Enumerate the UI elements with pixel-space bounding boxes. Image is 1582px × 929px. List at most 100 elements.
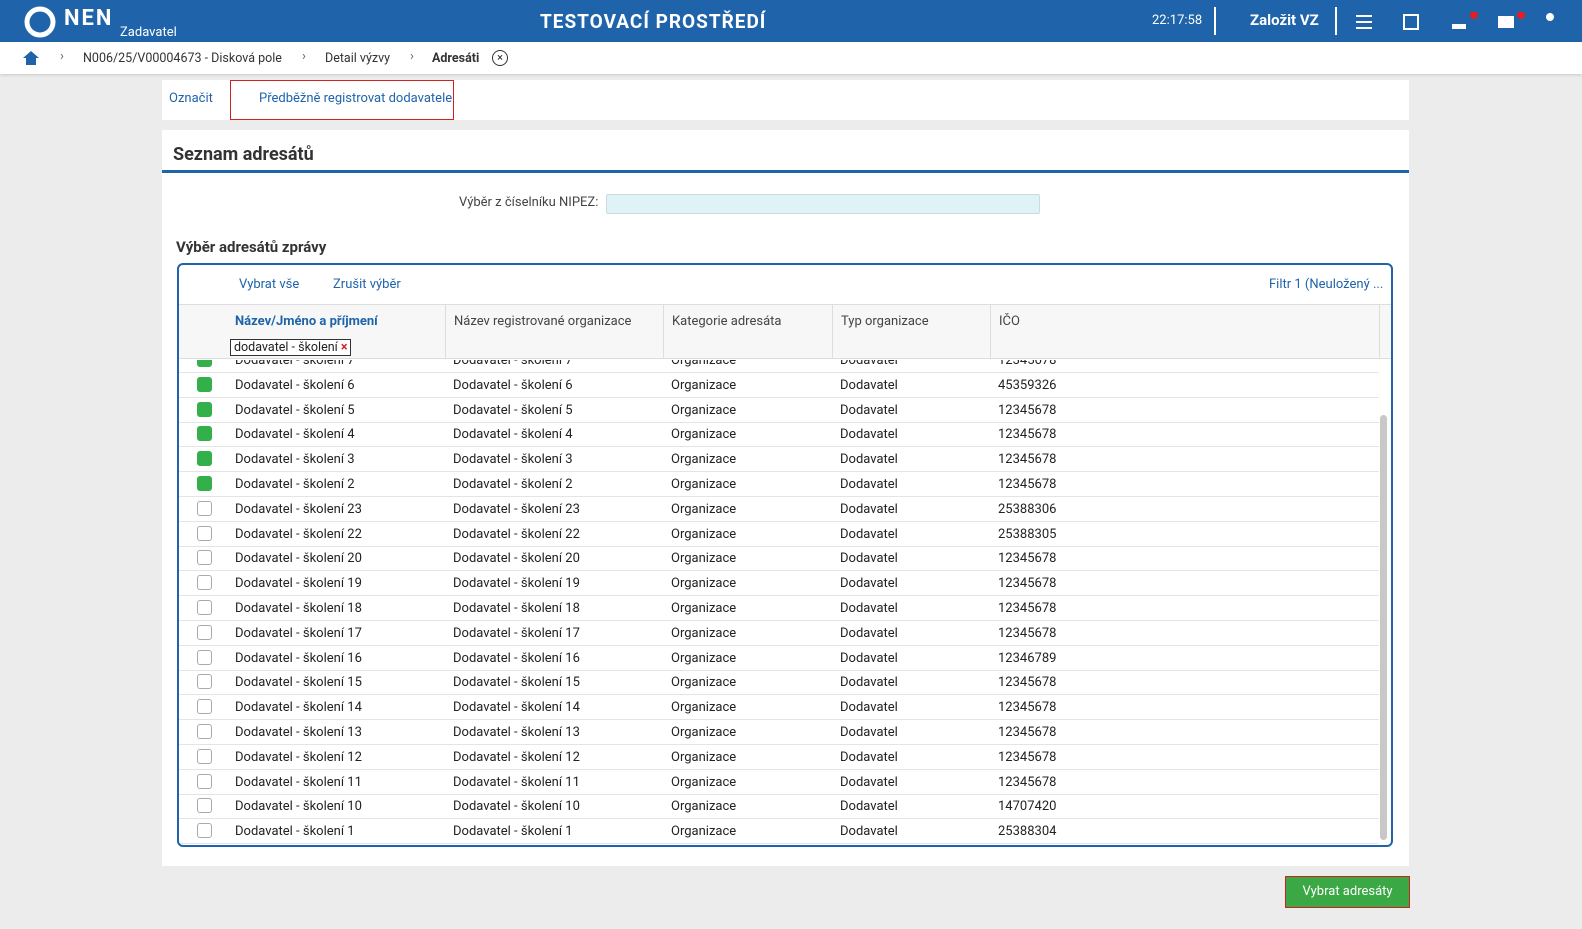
checkbox[interactable] [197,376,212,392]
grid-row[interactable]: Dodavatel - školení 16 Dodavatel - školen… [179,646,1379,671]
column-header[interactable]: Kategorie adresáta [672,314,782,329]
grid-row[interactable]: Dodavatel - školení 18 Dodavatel - školen… [179,596,1379,621]
grid-row[interactable]: Dodavatel - školení 1 Dodavatel - školení… [179,819,1379,845]
grid-row[interactable]: Dodavatel - školení 15 Dodavatel - školen… [179,670,1379,696]
register-button[interactable]: Předběžně registrovat dodavatele [259,91,453,106]
breadcrumb-item[interactable]: N006/25/V00004673 - Disková pole [83,51,282,66]
checkbox[interactable] [197,426,212,442]
column-header[interactable]: Typ organizace [841,314,929,329]
checkbox[interactable] [197,823,212,839]
cell-category: Organizace [671,601,737,616]
grid-row[interactable]: Dodavatel - školení 3 Dodavatel - školení… [179,447,1379,473]
grid-row[interactable]: Dodavatel - školení 7 Dodavatel - školení… [179,360,1379,373]
nipez-label: Výběr z číselníku NIPEZ: [459,195,599,210]
cell-ico: 12345678 [998,675,1057,691]
cell-name: Dodavatel - školení 17 [235,625,362,641]
checkbox[interactable] [197,575,212,591]
cell-ico: 12345678 [998,360,1057,368]
close-icon[interactable]: × [492,50,508,66]
mark-menu[interactable]: Označit [169,91,213,106]
cell-name: Dodavatel - školení 23 [235,501,362,517]
cell-type: Dodavatel [840,700,898,716]
filter-chip[interactable]: dodavatel - školení × [230,339,352,356]
checkbox[interactable] [197,600,212,615]
grid-row[interactable]: Dodavatel - školení 4 Dodavatel - školení… [179,422,1379,448]
cell-name: Dodavatel - školení 15 [235,675,362,691]
checkbox[interactable] [197,773,212,789]
grid-header: Název/Jméno a příjmení Název registrovan… [179,304,1391,359]
grid-row[interactable]: Dodavatel - školení 10 Dodavatel - školen… [179,794,1379,820]
checkbox[interactable] [197,674,212,690]
filter-value: dodavatel - školení [234,340,338,355]
cell-category: Organizace [671,650,737,666]
cell-category: Organizace [671,675,737,691]
grid-row[interactable]: Dodavatel - školení 6 Dodavatel - školení… [179,373,1379,398]
cell-ico: 12345678 [998,625,1057,641]
cell-category: Organizace [671,377,737,393]
submit-button[interactable]: Vybrat adresáty [1285,876,1410,908]
grid-row[interactable]: Dodavatel - školení 19 Dodavatel - školen… [179,571,1379,597]
cell-ico: 25388306 [998,501,1057,517]
column-separator [832,305,833,359]
checkbox[interactable] [197,451,212,467]
checkbox[interactable] [197,360,212,367]
grid-row[interactable]: Dodavatel - školení 14 Dodavatel - školen… [179,695,1379,721]
environment: TESTOVACÍ PROSTŘEDÍ [540,10,767,33]
breadcrumb-item[interactable]: Detail výzvy [325,51,391,66]
checkbox[interactable] [197,550,212,566]
cell-type: Dodavatel [840,477,898,492]
cell-org: Dodavatel - školení 22 [453,526,580,542]
filter[interactable]: Filtr 1 (Neuložený ... [1269,277,1384,292]
column-separator [663,305,664,359]
cell-org: Dodavatel - školení 11 [453,774,580,790]
logo-icon [24,6,56,38]
grid-row[interactable]: Dodavatel - školení 11 Dodavatel - školen… [179,770,1379,795]
checkbox[interactable] [197,699,212,715]
grid-row[interactable]: Dodavatel - školení 22 Dodavatel - školen… [179,522,1379,547]
checkbox[interactable] [197,525,212,541]
cell-name: Dodavatel - školení 11 [235,774,362,790]
grid-row[interactable]: Dodavatel - školení 13 Dodavatel - školen… [179,720,1379,745]
grid-row[interactable]: Dodavatel - školení 23 Dodavatel - školen… [179,497,1379,522]
cell-ico: 12345678 [998,402,1057,418]
checkbox[interactable] [197,624,212,640]
checkbox[interactable] [197,748,212,764]
cell-name: Dodavatel - školení 7 [235,360,355,368]
cell-name: Dodavatel - školení 20 [235,551,362,567]
checkbox[interactable] [197,649,212,665]
checkbox[interactable] [197,798,212,814]
home-icon[interactable] [22,50,40,66]
grid-row[interactable]: Dodavatel - školení 17 Dodavatel - školen… [179,621,1379,646]
grid-row[interactable]: Dodavatel - školení 20 Dodavatel - školen… [179,546,1379,572]
header-icons[interactable] [1354,12,1554,32]
deselect[interactable]: Zrušit výběr [333,277,401,292]
select-all[interactable]: Vybrat vše [239,277,300,292]
checkbox[interactable] [197,500,212,516]
divider [1335,7,1337,35]
checkbox[interactable] [197,724,212,739]
grid-row[interactable]: Dodavatel - školení 12 Dodavatel - školen… [179,745,1379,770]
nipez-input[interactable] [606,194,1040,214]
grid-row[interactable]: Dodavatel - školení 5 Dodavatel - školení… [179,398,1379,423]
column-header[interactable]: IČO [999,314,1020,329]
cell-name: Dodavatel - školení 5 [235,402,355,418]
scrollbar[interactable] [1380,415,1387,840]
remove-filter[interactable]: × [340,340,348,355]
clock: 22:17:58 [1152,13,1203,28]
cell-org: Dodavatel - školení 6 [453,377,573,393]
divider [1214,7,1216,35]
cell-type: Dodavatel [840,774,898,790]
create-button[interactable]: Založit VZ [1250,11,1319,29]
grid-row[interactable]: Dodavatel - školení 2 Dodavatel - školení… [179,472,1379,497]
column-header[interactable]: Název/Jméno a příjmení [235,314,378,329]
cell-type: Dodavatel [840,675,898,691]
checkbox[interactable] [197,476,212,491]
cell-category: Organizace [671,700,737,716]
column-header[interactable]: Název registrované organizace [454,314,632,329]
chevron: › [60,49,64,64]
checkbox[interactable] [197,401,212,417]
cell-type: Dodavatel [840,650,898,666]
cell-ico: 12345678 [998,749,1057,765]
cell-org: Dodavatel - školení 17 [453,625,580,641]
